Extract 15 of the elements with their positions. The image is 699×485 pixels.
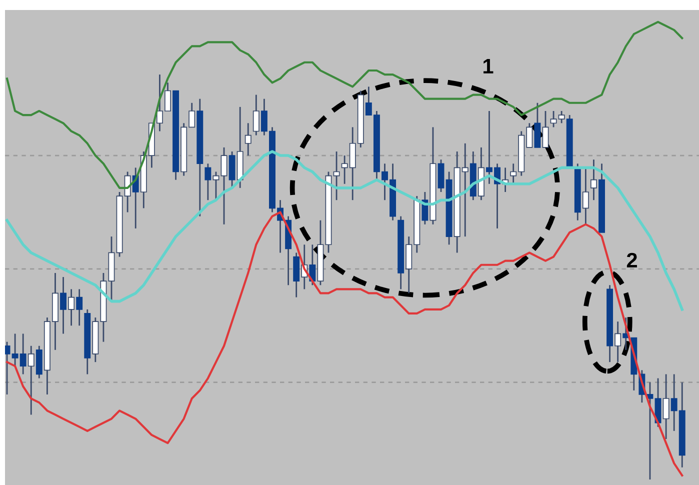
candlestick	[68, 288, 75, 326]
candlestick	[28, 345, 34, 416]
candlestick	[220, 146, 228, 226]
candlestick	[590, 158, 597, 201]
candlestick	[333, 150, 340, 201]
candlestick	[212, 171, 220, 201]
text: 1	[484, 59, 494, 74]
annotation: 2	[626, 252, 637, 268]
candlestick	[252, 94, 260, 136]
candlestick	[614, 320, 622, 363]
candlestick	[542, 110, 549, 148]
candlestick	[244, 122, 252, 156]
candlestick	[582, 166, 589, 226]
candlestick	[662, 374, 670, 440]
candlestick	[5, 341, 10, 396]
